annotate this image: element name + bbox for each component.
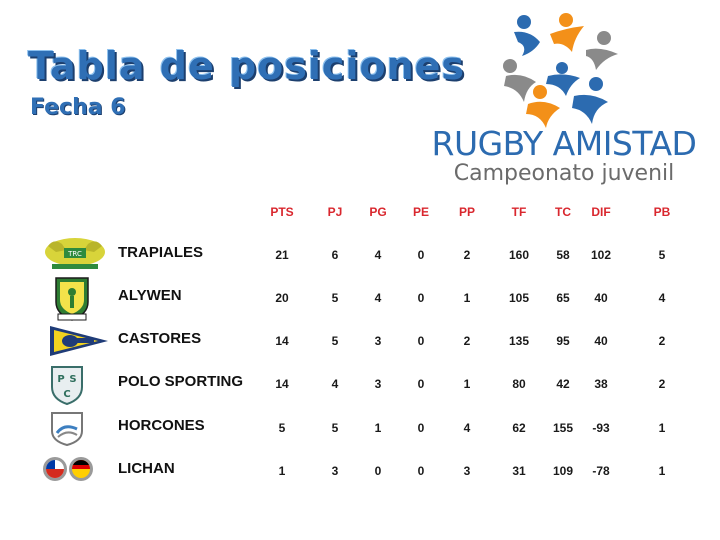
stat-cell-pj: 6 (331, 248, 339, 262)
stat-cell-pp: 4 (463, 421, 471, 435)
stat-cell-pp: 1 (463, 377, 471, 391)
stat-cell-pe: 0 (417, 464, 425, 478)
stat-cell-pg: 1 (374, 421, 382, 435)
stat-cell-tf: 160 (508, 248, 530, 262)
stat-cell-pts: 14 (275, 334, 289, 348)
stat-cell-dif: 38 (594, 377, 608, 391)
stat-cell-pg: 4 (374, 248, 382, 262)
column-header-pj: PJ (327, 205, 343, 219)
brand-tagline: Campeonato juvenil (453, 161, 675, 186)
stat-cell-pe: 0 (417, 248, 425, 262)
stat-cell-pe: 0 (417, 291, 425, 305)
alywen-crest-icon (55, 277, 89, 321)
stat-cell-pts: 14 (275, 377, 289, 391)
stat-cell-dif: 40 (594, 291, 608, 305)
stat-cell-tc: 65 (556, 291, 570, 305)
stat-cell-tf: 135 (508, 334, 530, 348)
stat-cell-pj: 3 (331, 464, 339, 478)
stat-cell-pts: 5 (278, 421, 286, 435)
svg-text:C: C (63, 389, 70, 400)
polo-sporting-shield-icon: P S C (51, 366, 83, 405)
stat-cell-dif: 40 (594, 334, 608, 348)
stat-cell-pj: 5 (331, 421, 339, 435)
stat-cell-pts: 21 (275, 248, 289, 262)
team-name: TRAPIALES (118, 244, 204, 261)
stat-cell-pp: 2 (463, 334, 471, 348)
column-header-pg: PG (369, 205, 387, 219)
page-subtitle: Fecha 6 (30, 95, 126, 120)
horcones-shield-icon (51, 412, 83, 447)
svg-text:TRC: TRC (67, 250, 82, 258)
stat-cell-tf: 62 (512, 421, 526, 435)
lichan-flags-icon (43, 457, 93, 481)
column-header-pe: PE (412, 205, 429, 219)
svg-text:S: S (69, 374, 76, 385)
stat-cell-dif: 102 (590, 248, 612, 262)
column-header-dif: DIF (591, 205, 611, 219)
stat-cell-tf: 105 (508, 291, 530, 305)
column-header-pts: PTS (270, 205, 294, 219)
column-header-pb: PB (653, 205, 671, 219)
column-header-tf: TF (511, 205, 527, 219)
stat-cell-pg: 0 (374, 464, 382, 478)
stat-cell-pb: 2 (658, 377, 666, 391)
stat-cell-pj: 4 (331, 377, 339, 391)
page-title: Tabla de posiciones (28, 44, 466, 88)
svg-text:P: P (57, 374, 64, 385)
stat-cell-pg: 3 (374, 377, 382, 391)
stat-cell-tc: 42 (556, 377, 570, 391)
stat-cell-pb: 1 (658, 464, 666, 478)
stat-cell-pp: 2 (463, 248, 471, 262)
stat-cell-tc: 155 (552, 421, 574, 435)
brand-name: RUGBY AMISTAD (431, 124, 697, 163)
trapiales-crest-icon: TRC (45, 238, 105, 269)
stat-cell-tc: 95 (556, 334, 570, 348)
team-name: ALYWEN (118, 287, 182, 304)
stat-cell-pts: 1 (278, 464, 286, 478)
stat-cell-pg: 4 (374, 291, 382, 305)
stat-cell-pb: 5 (658, 248, 666, 262)
stat-cell-pg: 3 (374, 334, 382, 348)
team-name: POLO SPORTING (118, 373, 244, 390)
stat-cell-dif: -78 (592, 464, 610, 478)
stat-cell-pe: 0 (417, 421, 425, 435)
castores-pennant-icon (50, 326, 108, 356)
stat-cell-pb: 1 (658, 421, 666, 435)
stat-cell-pts: 20 (275, 291, 289, 305)
column-header-tc: TC (555, 205, 571, 219)
stat-cell-pj: 5 (331, 291, 339, 305)
stat-cell-pe: 0 (417, 377, 425, 391)
team-name: HORCONES (118, 417, 205, 434)
stat-cell-tc: 58 (556, 248, 570, 262)
column-header-pp: PP (458, 205, 475, 219)
team-name: CASTORES (118, 330, 202, 347)
stat-cell-pe: 0 (417, 334, 425, 348)
rugby-amistad-logo-icon (503, 13, 618, 128)
stat-cell-pj: 5 (331, 334, 339, 348)
stat-cell-pp: 1 (463, 291, 471, 305)
team-name: LICHAN (118, 460, 175, 477)
stat-cell-tf: 31 (512, 464, 526, 478)
stat-cell-pp: 3 (463, 464, 471, 478)
stat-cell-tf: 80 (512, 377, 526, 391)
stat-cell-dif: -93 (592, 421, 610, 435)
brand-block: RUGBY AMISTAD Campeonato juvenil (428, 124, 700, 186)
stat-cell-pb: 4 (658, 291, 666, 305)
stat-cell-tc: 109 (552, 464, 574, 478)
stat-cell-pb: 2 (658, 334, 666, 348)
